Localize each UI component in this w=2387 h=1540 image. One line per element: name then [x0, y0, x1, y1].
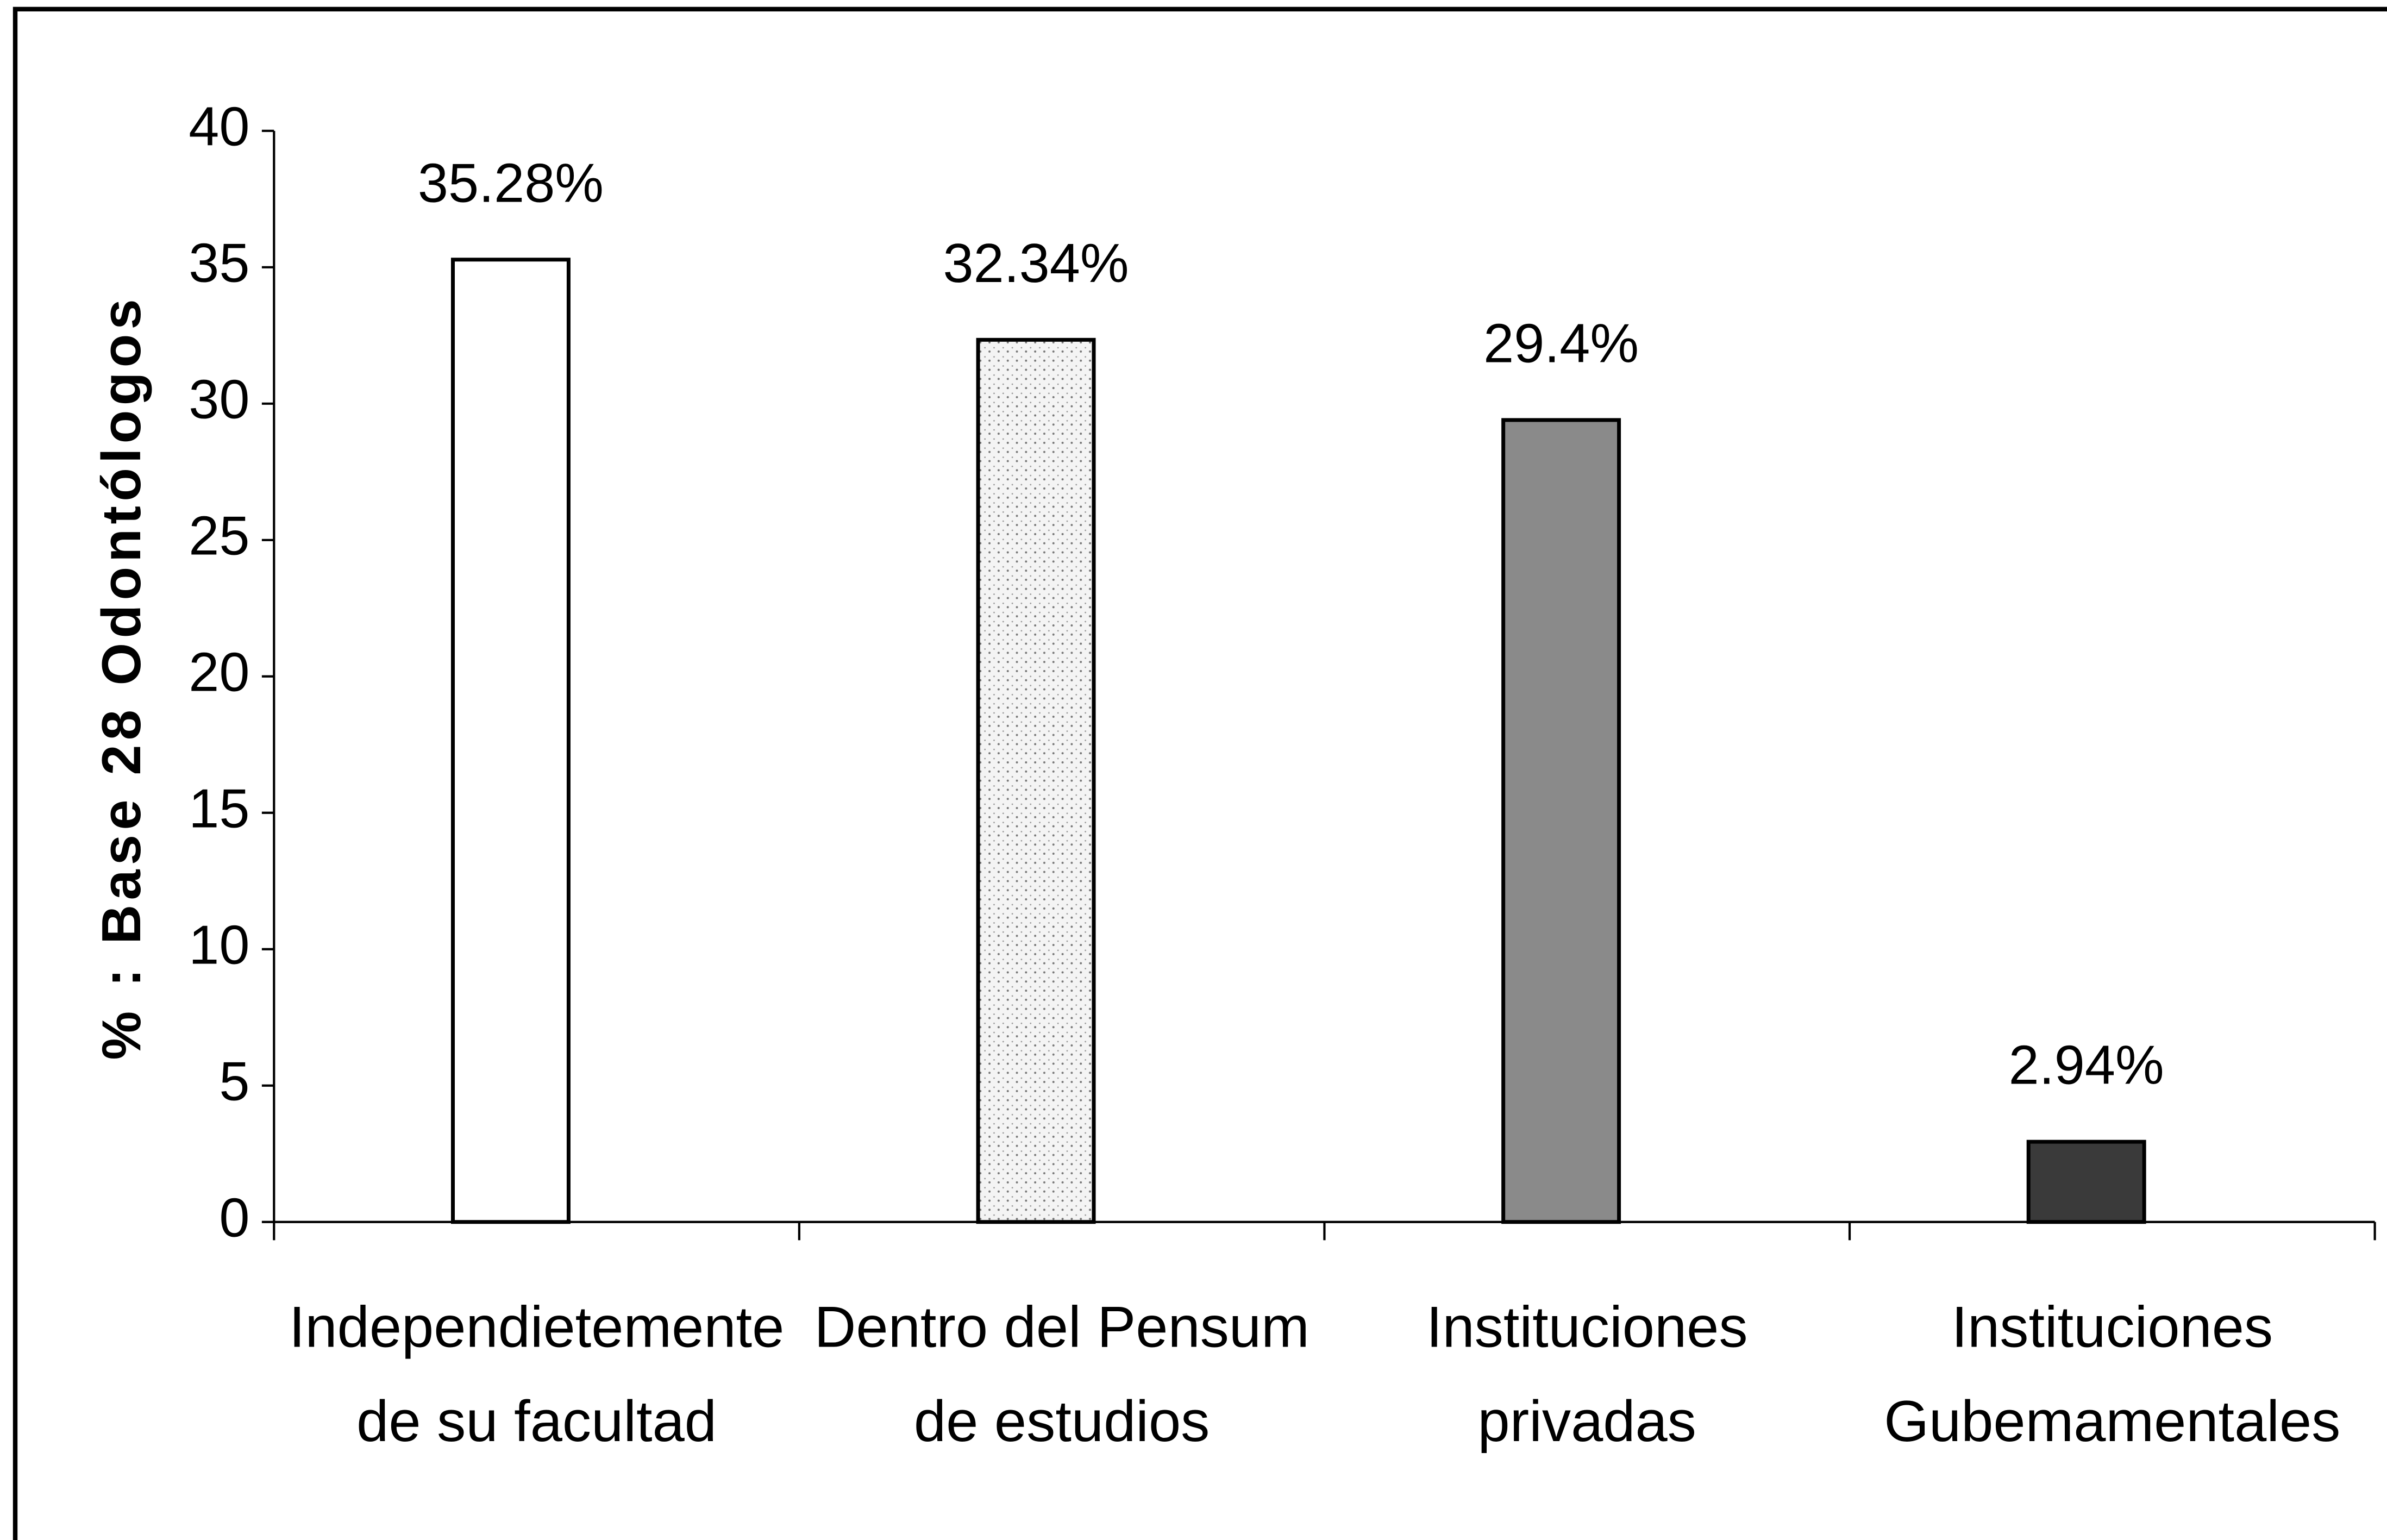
y-tick-label: 25: [189, 505, 249, 566]
value-label: 35.28%: [418, 153, 604, 214]
value-label: 29.4%: [1483, 314, 1639, 374]
x-tick-label: Dentro del Pensum: [815, 1294, 1310, 1359]
x-tick-label: Instituciones: [1426, 1294, 1748, 1359]
y-tick-label: 20: [189, 642, 249, 703]
bar: [1501, 418, 1621, 1224]
x-tick-label: de su facultad: [356, 1389, 717, 1454]
y-tick-label: 15: [189, 778, 249, 839]
y-tick-label: 10: [189, 915, 249, 975]
x-tick-label: Independietemente: [289, 1294, 784, 1359]
y-tick-label: 40: [189, 96, 249, 157]
y-tick-label: 5: [219, 1051, 249, 1112]
y-axis-label: % : Base 28 Odontólogos: [91, 295, 152, 1060]
y-tick-label: 30: [189, 369, 249, 430]
value-label: 2.94%: [2009, 1035, 2164, 1096]
bar: [976, 337, 1096, 1224]
x-tick-label: Instituciones: [1951, 1294, 2273, 1359]
x-tick-label: privadas: [1478, 1389, 1696, 1454]
bar: [2026, 1140, 2146, 1224]
y-tick-label: 0: [219, 1187, 249, 1248]
value-label: 32.34%: [943, 233, 1129, 294]
bar: [450, 258, 571, 1224]
y-tick-label: 35: [189, 233, 249, 293]
frame: [12, 7, 2387, 1540]
x-tick-label: Gubemamentales: [1884, 1389, 2340, 1454]
x-tick-label: de estudios: [914, 1389, 1210, 1454]
